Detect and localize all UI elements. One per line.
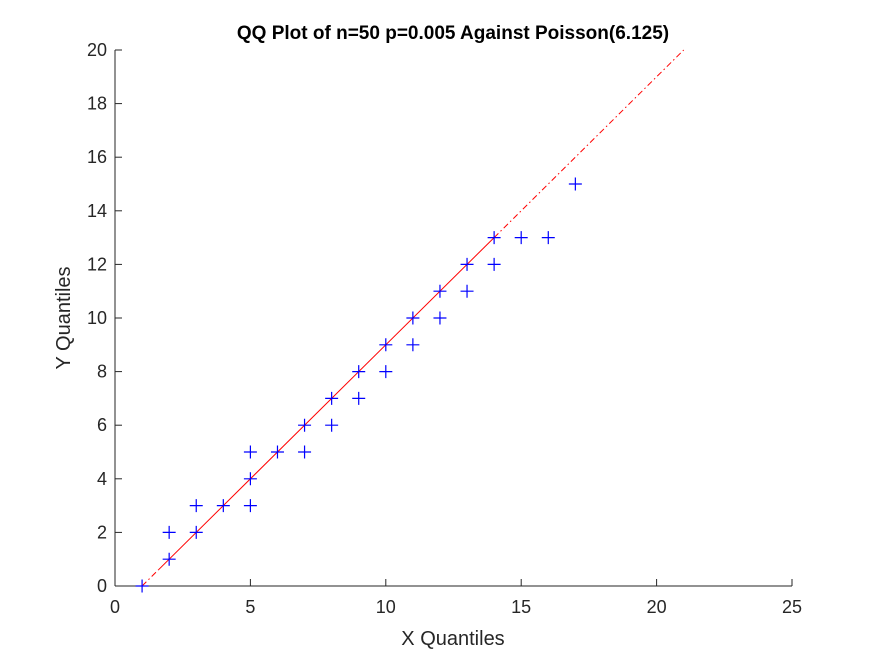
x-tick-label: 20 [647,597,667,617]
x-axis-label: X Quantiles [401,628,504,650]
data-point [298,418,312,432]
data-point [352,365,366,379]
data-point [189,525,203,539]
y-tick-label: 4 [97,469,107,489]
y-tick-label: 10 [87,308,107,328]
y-tick-label: 14 [87,201,107,221]
reference-line [157,237,495,571]
y-tick-label: 12 [87,254,107,274]
x-tick-label: 25 [782,597,802,617]
reference-line-extension [493,49,685,238]
data-point [162,525,176,539]
reference-line-extension [141,569,159,587]
data-point [460,284,474,298]
y-tick-label: 18 [87,94,107,114]
y-axis-label: Y Quantiles [53,266,75,369]
data-point [379,338,393,352]
y-tick-label: 6 [97,415,107,435]
data-point [325,391,339,405]
data-point [189,499,203,513]
data-point [325,418,339,432]
x-tick-label: 10 [376,597,396,617]
data-point [352,391,366,405]
data-point [270,445,284,459]
chart-title: QQ Plot of n=50 p=0.005 Against Poisson(… [237,23,669,44]
y-tick-label: 16 [87,147,107,167]
data-point [514,231,528,245]
x-tick-label: 0 [110,597,120,617]
data-point [243,499,257,513]
data-point [135,579,149,593]
data-point [487,231,501,245]
data-point [298,445,312,459]
data-point [216,499,230,513]
data-point [568,177,582,191]
y-tick-label: 8 [97,362,107,382]
y-tick-label: 0 [97,576,107,596]
data-point [541,231,555,245]
data-point [406,311,420,325]
x-tick-label: 5 [245,597,255,617]
data-point [460,257,474,271]
y-tick-label: 2 [97,522,107,542]
data-point [487,257,501,271]
data-point [406,338,420,352]
data-point [379,365,393,379]
x-tick-label: 15 [511,597,531,617]
y-tick-label: 20 [87,40,107,60]
data-point [433,284,447,298]
data-point [162,552,176,566]
data-point [433,311,447,325]
data-point [243,472,257,486]
data-point [243,445,257,459]
